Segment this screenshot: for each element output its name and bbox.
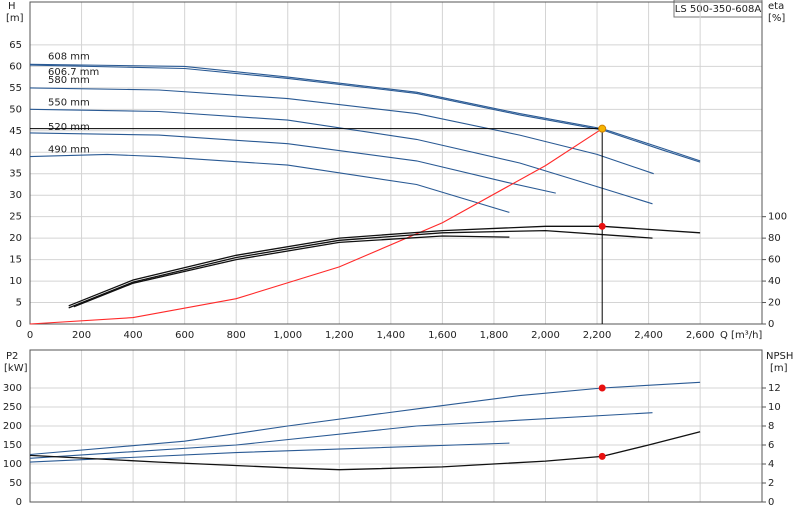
y2-tick-label: 10 — [768, 402, 781, 413]
curve — [29, 108, 653, 205]
x-tick-label: 0 — [27, 330, 33, 341]
y2-tick-label: 8 — [768, 421, 774, 432]
curve — [29, 64, 701, 163]
y2-tick-label: 4 — [768, 459, 774, 470]
y2-tick-label: 12 — [768, 383, 781, 394]
y2-axis-label: eta — [768, 1, 784, 12]
y2-tick-label: 100 — [768, 212, 787, 223]
x-axis-label: Q [m³/h] — [720, 330, 762, 341]
y-tick-label: 300 — [3, 383, 22, 394]
y-tick-label: 50 — [9, 478, 22, 489]
curve — [29, 381, 701, 456]
y-tick-label: 20 — [9, 233, 22, 244]
y-axis-unit: [m] — [6, 13, 24, 24]
y-tick-label: 25 — [9, 212, 22, 223]
y-tick-label: 0 — [16, 319, 22, 330]
curve-label: 520 mm — [48, 122, 90, 133]
operating-point — [598, 452, 606, 460]
y-tick-label: 45 — [9, 126, 22, 137]
y-tick-label: 60 — [9, 61, 22, 72]
y2-axis-unit: [%] — [768, 13, 785, 24]
y2-tick-label: 80 — [768, 233, 781, 244]
chart-title: LS 500-350-608A — [675, 4, 762, 15]
x-tick-label: 2,400 — [634, 330, 663, 341]
curve-label: 550 mm — [48, 97, 90, 108]
y-tick-label: 100 — [3, 459, 22, 470]
x-tick-label: 1,800 — [480, 330, 509, 341]
curve — [68, 225, 701, 307]
curve-label: 580 mm — [48, 75, 90, 86]
curve — [29, 128, 603, 325]
y-tick-label: 200 — [3, 421, 22, 432]
y-tick-label: 50 — [9, 104, 22, 115]
curve — [29, 431, 701, 471]
x-tick-label: 2,200 — [583, 330, 612, 341]
y-tick-label: 0 — [16, 497, 22, 508]
y-tick-label: 65 — [9, 40, 22, 51]
x-tick-label: 800 — [227, 330, 246, 341]
y2-tick-label: 0 — [768, 319, 774, 330]
y2-tick-label: 2 — [768, 478, 774, 489]
y-tick-label: 5 — [16, 298, 22, 309]
x-tick-label: 1,000 — [273, 330, 302, 341]
y2-tick-label: 40 — [768, 276, 781, 287]
operating-point — [598, 222, 606, 230]
curve-label: 606.7 mm — [48, 67, 99, 78]
curve-label: 608 mm — [48, 51, 90, 62]
x-tick-label: 600 — [175, 330, 194, 341]
x-tick-label: 2,000 — [531, 330, 560, 341]
y-tick-label: 150 — [3, 440, 22, 451]
x-tick-label: 1,200 — [325, 330, 354, 341]
x-tick-label: 400 — [124, 330, 143, 341]
curve — [29, 412, 653, 459]
operating-point — [598, 384, 606, 392]
y-tick-label: 250 — [3, 402, 22, 413]
curve — [73, 235, 510, 308]
y2-tick-label: 6 — [768, 440, 774, 451]
y-tick-label: 35 — [9, 169, 22, 180]
x-tick-label: 1,400 — [377, 330, 406, 341]
curve — [29, 153, 510, 213]
curve — [29, 87, 654, 175]
y-axis-label: H — [8, 1, 16, 12]
curve — [29, 63, 701, 162]
curve — [68, 229, 653, 309]
y2-tick-label: 60 — [768, 255, 781, 266]
y2-tick-label: 20 — [768, 298, 781, 309]
y-tick-label: 40 — [9, 147, 22, 158]
curve-label: 490 mm — [48, 145, 90, 156]
plot-frame — [29, 349, 763, 503]
y2-axis-unit: [m] — [770, 363, 788, 374]
x-tick-label: 1,600 — [428, 330, 457, 341]
plot-frame — [29, 1, 763, 325]
y-axis-unit: [kW] — [4, 363, 28, 374]
curve — [29, 132, 556, 194]
y-tick-label: 55 — [9, 83, 22, 94]
operating-point — [598, 124, 607, 133]
y-axis-label: P2 — [6, 351, 18, 362]
x-tick-label: 2,600 — [686, 330, 715, 341]
y-tick-label: 10 — [9, 276, 22, 287]
y2-axis-label: NPSH — [766, 351, 793, 362]
x-tick-label: 200 — [72, 330, 91, 341]
y-tick-label: 15 — [9, 255, 22, 266]
y-tick-label: 30 — [9, 190, 22, 201]
y2-tick-label: 0 — [768, 497, 774, 508]
